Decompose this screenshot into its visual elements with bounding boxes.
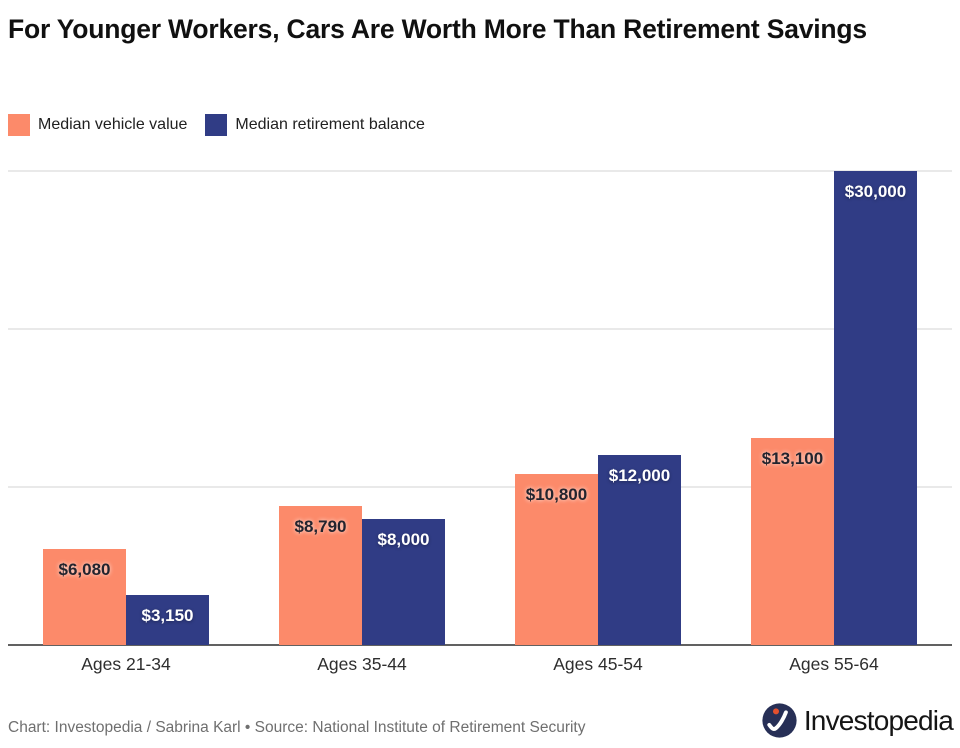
bar-value-label: $8,790 [294, 517, 347, 537]
legend-item: Median vehicle value [8, 114, 187, 136]
bar-value-label: $12,000 [608, 466, 671, 486]
bar-value-label: $8,000 [377, 529, 430, 549]
investopedia-logo: Investopedia [762, 703, 954, 738]
bar-value-label: $6,080 [58, 559, 111, 579]
x-axis-label: Ages 55-64 [789, 654, 879, 674]
vehicle-value-bar-1 [43, 548, 126, 645]
source-credit: Chart: Investopedia / Sabrina Karl • Sou… [8, 719, 586, 736]
retirement-balance-bar-3 [598, 455, 681, 645]
investopedia-logo-icon [762, 703, 797, 738]
legend-item: Median retirement balance [205, 114, 425, 136]
gridline-20000 [8, 328, 952, 330]
retirement-balance-bar-4 [834, 171, 917, 645]
x-axis-line [8, 644, 952, 646]
bar-value-label: $3,150 [141, 606, 194, 626]
vehicle-value-bar-4 [751, 438, 834, 645]
legend-label: Median vehicle value [38, 116, 188, 133]
legend-label: Median retirement balance [235, 116, 425, 133]
bar-value-label: $13,100 [761, 449, 824, 469]
x-axis-label: Ages 45-54 [553, 654, 643, 674]
legend-swatch [205, 114, 228, 136]
legend: Median vehicle value Median retirement ba… [8, 114, 425, 136]
legend-swatch [8, 114, 30, 136]
vehicle-value-bar-2 [279, 506, 362, 645]
bar-value-label: $10,800 [525, 485, 588, 505]
investopedia-wordmark: Investopedia [803, 704, 954, 736]
vehicle-value-bar-3 [515, 474, 598, 645]
bar-value-label: $30,000 [844, 182, 907, 201]
retirement-balance-bar-2 [362, 518, 445, 645]
chart-title: For Younger Workers, Cars Are Worth More… [8, 14, 867, 44]
gridline-10000 [8, 486, 952, 488]
x-axis-label: Ages 21-34 [81, 654, 171, 674]
retirement-balance-bar-1 [126, 595, 209, 645]
x-axis-label: Ages 35-44 [317, 654, 407, 674]
gridline-30000 [8, 170, 952, 172]
